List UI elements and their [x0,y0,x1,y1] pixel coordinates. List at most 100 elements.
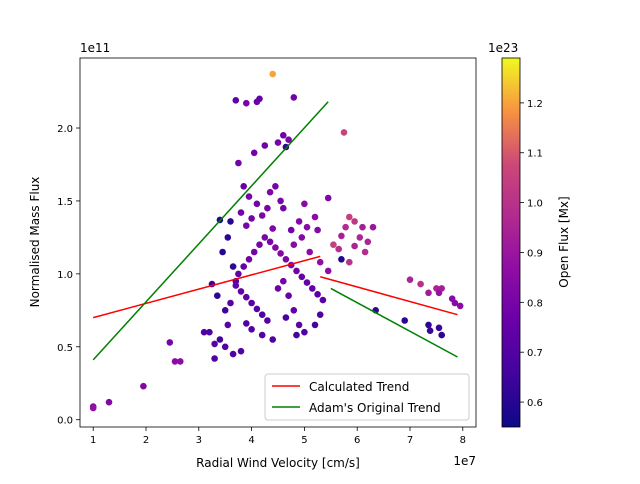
x-tick-label: 2 [143,435,149,446]
data-point [243,293,250,301]
x-offset-text: 1e7 [453,454,476,468]
data-point [316,258,324,266]
data-point [298,234,306,241]
data-point [253,305,261,313]
data-point [280,132,287,139]
data-point [361,248,369,256]
colorbar-tick-label: 1.2 [527,99,543,110]
data-point [206,328,213,336]
legend-label-calculated: Calculated Trend [309,380,409,394]
colorbar-tick-label: 1.0 [527,199,543,210]
colorbar-offset-text: 1e23 [488,41,518,55]
data-point [280,204,287,212]
x-tick-label: 7 [407,435,413,446]
data-point [248,299,255,307]
data-point [232,97,240,104]
data-point [287,226,295,234]
data-point [451,299,459,307]
data-point [211,355,218,362]
data-point [285,292,292,300]
data-point [105,398,113,406]
data-point [359,223,366,231]
data-point [303,279,311,286]
data-point [227,299,234,307]
x-tick-label: 5 [301,435,307,446]
data-point [306,248,314,256]
data-point [240,263,247,270]
data-point [269,70,277,78]
data-point [456,302,464,310]
y-tick-label: 0.0 [57,416,73,427]
data-point [314,226,321,234]
data-point [237,347,245,355]
data-point [438,285,446,292]
data-point [274,285,282,292]
data-point [293,267,300,275]
x-tick-label: 1 [90,435,96,446]
data-point [301,328,308,336]
data-point [285,136,292,143]
data-point [309,285,316,292]
y-tick-label: 0.5 [57,343,73,354]
y-tick-label: 2.0 [57,124,73,135]
trend-line [330,287,458,358]
trend-line [320,276,458,316]
data-point [211,340,218,348]
data-point [406,276,414,284]
data-point [227,218,234,225]
data-point [282,314,290,321]
data-point [232,282,240,289]
data-point [266,188,274,196]
data-point [301,200,308,208]
data-point [214,292,221,300]
data-point [417,280,424,288]
data-point [346,213,353,221]
data-point [319,296,327,304]
colorbar-label: Open Flux [Mx] [557,196,571,287]
data-point [425,321,432,329]
legend-frame [264,373,470,421]
data-point [235,270,242,278]
data-point [311,321,319,329]
data-point [356,234,364,241]
legend: Calculated Trend Adam's Original Trend [264,373,470,421]
data-point [237,288,245,295]
data-point [250,248,258,256]
data-point [221,307,229,314]
x-axis-label: Radial Wind Velocity [cm/s] [196,456,360,470]
data-point [229,350,237,358]
data-point [235,159,242,167]
data-point [342,223,349,231]
x-axis-ticks: 1 2 3 4 5 6 7 8 [90,427,466,446]
data-point [261,142,269,149]
data-point [295,218,303,225]
colorbar-tick-label: 0.8 [527,298,543,309]
data-point [298,273,306,281]
data-point [311,213,319,221]
data-point [89,404,97,412]
y-tick-label: 1.5 [57,197,73,208]
data-point [221,343,229,351]
trend-lines [92,101,458,361]
data-point [256,241,263,248]
data-point [290,307,298,314]
x-tick-label: 3 [196,435,202,446]
data-point [171,358,179,365]
data-point [272,183,279,190]
data-point [245,255,253,263]
colorbar-tick-label: 0.7 [527,348,543,359]
data-point [224,321,232,329]
data-point [177,358,184,365]
data-point [258,311,266,319]
colorbar-tick-label: 1.1 [527,149,543,160]
data-point [290,94,298,101]
y-axis-label: Normalised Mass Flux [28,177,42,308]
plot-area [80,58,476,427]
data-point [303,223,311,231]
data-point [269,336,277,343]
plot-frame [79,57,477,428]
y-axis-ticks: 0.0 0.5 1.0 1.5 2.0 [57,124,80,427]
data-point [166,339,174,346]
